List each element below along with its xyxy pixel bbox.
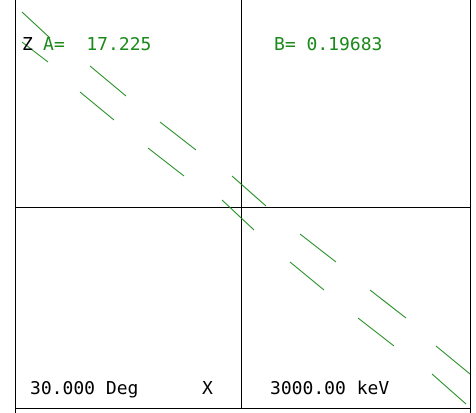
trace-segment xyxy=(289,261,325,291)
frame-bottom-border xyxy=(15,408,471,409)
center-vertical-divider xyxy=(241,0,242,408)
parameter-b-readout: B= 0.19683 xyxy=(274,34,383,55)
trace-segment xyxy=(231,175,267,207)
angle-readout: 30.000 Deg xyxy=(30,378,139,399)
trace-segment xyxy=(147,147,185,177)
parameter-a-readout: A= 17.225 xyxy=(43,34,152,55)
trace-segment xyxy=(159,121,197,151)
axis-mode-indicator: X xyxy=(202,378,213,399)
trace-segment xyxy=(79,91,115,121)
frame-right-border xyxy=(470,0,471,413)
trace-segment xyxy=(89,65,127,97)
frame-left-border xyxy=(15,0,16,413)
trace-segment xyxy=(299,233,337,263)
trace-segment xyxy=(369,289,407,319)
trace-segment xyxy=(221,199,255,231)
trace-segment xyxy=(435,345,471,375)
trace-segment xyxy=(431,373,467,405)
center-horizontal-divider xyxy=(15,207,471,208)
energy-readout: 3000.00 keV xyxy=(270,378,390,399)
axis-label: Z xyxy=(22,34,33,55)
trace-segment xyxy=(357,317,395,347)
